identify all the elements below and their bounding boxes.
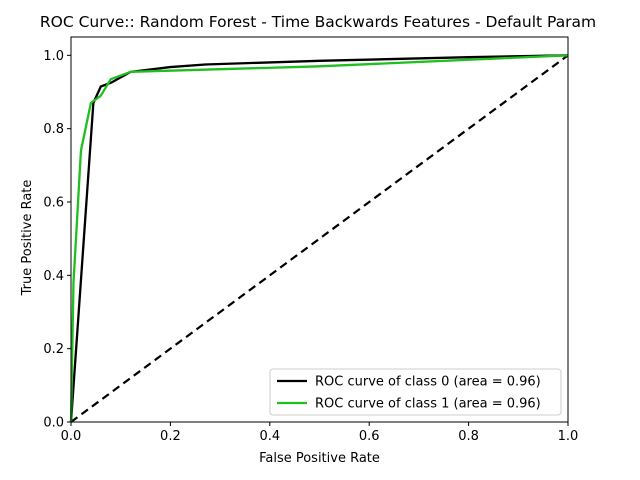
x-tick-label: 0.0 bbox=[61, 429, 82, 444]
legend: ROC curve of class 0 (area = 0.96) ROC cu… bbox=[269, 368, 562, 416]
series-line-class-0 bbox=[69, 54, 569, 423]
y-axis: 0.0 0.2 0.4 0.6 0.8 1.0 bbox=[43, 49, 71, 431]
x-tick-label: 0.8 bbox=[458, 429, 479, 444]
plot-background bbox=[71, 37, 568, 422]
y-tick-label: 0.0 bbox=[43, 416, 64, 431]
x-tick-label: 0.2 bbox=[160, 429, 181, 444]
y-tick-label: 0.8 bbox=[43, 122, 64, 137]
plot-area bbox=[69, 36, 569, 423]
legend-label-class-1: ROC curve of class 1 (area = 0.96) bbox=[315, 397, 541, 412]
x-tick-label: 0.4 bbox=[259, 429, 280, 444]
y-tick-label: 0.6 bbox=[43, 196, 64, 211]
reference-diagonal-line bbox=[70, 54, 569, 423]
chart-title: ROC Curve:: Random Forest - Time Backwar… bbox=[40, 13, 596, 31]
legend-box bbox=[269, 368, 562, 416]
y-tick-label: 0.2 bbox=[43, 342, 64, 357]
x-tick-label: 0.6 bbox=[359, 429, 380, 444]
y-tick-label: 1.0 bbox=[43, 49, 64, 64]
y-tick-label: 0.4 bbox=[43, 269, 64, 284]
x-tick-label: 1.0 bbox=[558, 429, 579, 444]
y-axis-label: True Positive Rate bbox=[20, 180, 35, 297]
x-axis: 0.0 0.2 0.4 0.6 0.8 1.0 bbox=[61, 422, 579, 444]
legend-label-class-0: ROC curve of class 0 (area = 0.96) bbox=[315, 375, 541, 390]
plot-frame bbox=[70, 36, 569, 423]
x-axis-label: False Positive Rate bbox=[259, 451, 380, 466]
series-line-class-1 bbox=[69, 54, 569, 423]
